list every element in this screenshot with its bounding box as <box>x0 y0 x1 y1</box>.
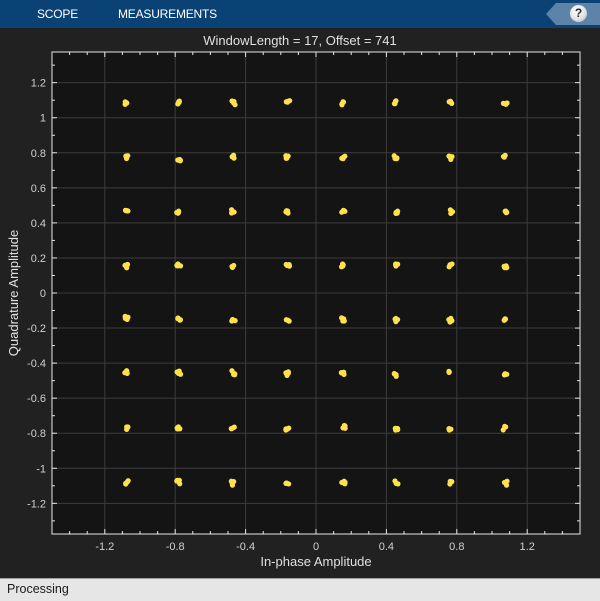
symbol-marker <box>125 153 131 159</box>
symbol-marker <box>502 101 508 107</box>
symbol-marker <box>504 209 510 215</box>
tab-scope[interactable]: SCOPE <box>37 7 79 21</box>
symbol-marker <box>122 101 128 107</box>
symbol-marker <box>229 207 235 213</box>
symbol-marker <box>342 423 348 429</box>
x-tick-label: 0.4 <box>379 541 394 553</box>
y-tick-label: 0.4 <box>31 218 46 230</box>
symbol-marker <box>124 368 130 374</box>
symbol-marker <box>502 371 508 378</box>
scope-figure: WindowLength = 17, Offset = 741 -1.2 -0.8… <box>0 28 600 578</box>
symbol-marker <box>231 479 237 485</box>
symbol-marker <box>341 318 347 324</box>
symbol-marker <box>339 101 345 107</box>
symbol-marker <box>502 265 508 271</box>
y-tick-label: -1.2 <box>27 498 46 510</box>
symbol-marker <box>339 479 345 486</box>
symbol-marker <box>124 426 130 433</box>
symbol-marker <box>338 264 345 270</box>
symbol-marker <box>342 153 348 159</box>
symbol-marker <box>284 372 290 379</box>
symbol-marker <box>446 426 452 432</box>
symbol-marker <box>124 316 130 322</box>
tab-measurements[interactable]: MEASUREMENTS <box>118 7 217 21</box>
symbol-marker <box>283 427 289 433</box>
y-tick-label: 0.8 <box>31 148 46 160</box>
symbol-marker <box>285 210 291 216</box>
symbol-marker <box>230 316 236 323</box>
symbol-marker <box>232 102 238 108</box>
x-tick-label: -0.8 <box>166 541 185 553</box>
symbol-marker <box>177 317 183 323</box>
symbol-marker <box>123 208 130 214</box>
symbol-marker <box>228 426 234 432</box>
y-tick-label: -0.8 <box>27 428 46 440</box>
symbol-marker <box>174 262 180 268</box>
y-tick-label: 1.2 <box>31 78 46 90</box>
symbol-marker <box>447 98 454 104</box>
symbol-marker <box>503 479 509 485</box>
symbol-marker <box>394 210 400 216</box>
toolstrip: SCOPE MEASUREMENTS ? <box>0 0 600 28</box>
symbol-marker <box>449 154 455 160</box>
symbol-marker <box>229 98 235 104</box>
x-tick-label: 1.2 <box>520 541 535 553</box>
plot-title: WindowLength = 17, Offset = 741 <box>203 33 397 48</box>
symbol-marker <box>174 478 180 484</box>
symbol-marker <box>342 208 348 214</box>
x-tick-label: -0.4 <box>236 541 255 553</box>
symbol-marker <box>177 156 183 163</box>
symbol-marker <box>230 371 237 378</box>
symbol-marker <box>392 155 398 162</box>
symbol-marker <box>339 370 345 376</box>
y-tick-label: 0.2 <box>31 253 46 265</box>
symbol-marker <box>285 317 291 323</box>
help-area: ? <box>546 3 600 25</box>
symbol-marker <box>448 315 454 321</box>
symbol-marker <box>174 426 181 432</box>
symbol-marker <box>231 155 237 161</box>
symbol-marker <box>286 481 292 487</box>
x-axis-label: In-phase Amplitude <box>260 554 371 569</box>
y-tick-label: -0.4 <box>27 358 46 370</box>
symbol-marker <box>393 98 399 104</box>
symbol-marker <box>231 262 237 269</box>
symbol-marker <box>449 209 456 215</box>
symbol-marker <box>285 98 292 104</box>
symbol-marker <box>176 99 182 105</box>
y-axis-label: Quadrature Amplitude <box>6 230 21 356</box>
symbol-marker <box>391 371 398 377</box>
help-icon[interactable]: ? <box>570 5 587 22</box>
y-tick-label: 1 <box>40 113 46 125</box>
x-tick-label: 0 <box>313 541 319 553</box>
y-tick-label: -1 <box>36 463 46 475</box>
symbol-marker <box>503 424 509 430</box>
symbol-marker <box>502 316 509 322</box>
y-tick-label: 0 <box>40 288 46 300</box>
status-bar: Processing <box>0 578 600 601</box>
symbol-marker <box>447 481 453 487</box>
symbol-marker <box>125 478 131 484</box>
y-tick-label: 0.6 <box>31 183 46 195</box>
y-tick-label: -0.2 <box>27 323 46 335</box>
symbol-marker <box>393 427 399 433</box>
symbol-marker <box>177 371 184 377</box>
x-tick-label: -1.2 <box>95 541 114 553</box>
symbol-marker <box>447 262 453 268</box>
status-text: Processing <box>7 582 69 596</box>
symbol-marker <box>501 153 507 159</box>
symbol-marker <box>175 210 181 216</box>
symbol-marker <box>392 478 398 484</box>
symbol-marker <box>392 316 398 322</box>
x-tick-label: 0.8 <box>449 541 464 553</box>
help-notch <box>546 3 556 25</box>
symbol-marker <box>393 261 399 267</box>
symbol-marker <box>446 369 452 375</box>
y-tick-label: -0.6 <box>27 393 46 405</box>
symbol-marker <box>283 261 289 268</box>
symbol-marker <box>283 155 289 161</box>
symbol-marker <box>124 261 131 268</box>
constellation-plot[interactable]: -1.2 -0.8 -0.4 0 0.4 0.8 1.2 1.2 1 0.8 0.6 0.4 0.2 0 -… <box>0 28 600 578</box>
